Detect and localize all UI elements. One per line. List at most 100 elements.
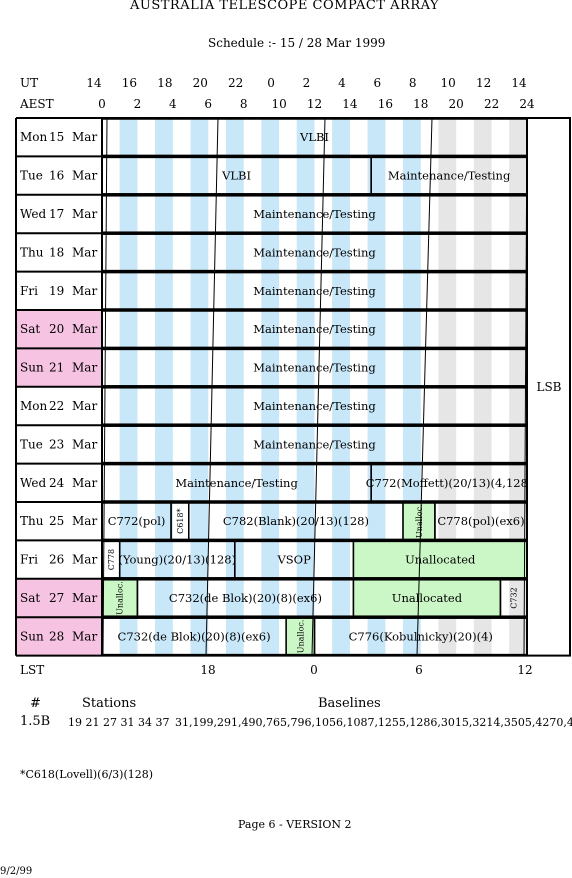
ut-tick: 10 (440, 76, 456, 90)
ut-tick: 8 (408, 76, 417, 90)
aest-tick: 10 (271, 97, 287, 111)
block-label: Maintenance/Testing (253, 284, 376, 298)
day-cell (16, 617, 102, 656)
block-label: C776(Kobulnicky)(20)(4) (349, 629, 493, 643)
ut-tick: 22 (228, 76, 244, 90)
unallocated-block (102, 579, 138, 617)
block-vertical-label: C732 (510, 587, 519, 608)
day-name: Sat (20, 591, 40, 605)
block-label: C782(Blank)(20/13)(128) (223, 514, 369, 528)
aest-tick: 0 (98, 97, 106, 111)
aest-tick: 4 (169, 97, 177, 111)
day-name: Mon (20, 130, 48, 144)
baselines-header: Baselines (318, 696, 381, 711)
block-label: VSOP (276, 553, 311, 567)
ut-tick: 20 (192, 76, 208, 90)
day-month: Mar (72, 399, 97, 413)
aest-axis-label: AEST (20, 97, 54, 111)
day-date: 27 (49, 591, 64, 605)
block-label: Maintenance/Testing (175, 476, 298, 490)
day-month: Mar (72, 629, 97, 643)
ut-tick: 2 (302, 76, 311, 90)
lst-tick: 18 (200, 663, 216, 677)
block-label: C778(pol)(ex6) (437, 514, 524, 528)
date-stamp: 9/2/99 (0, 866, 33, 877)
day-name: Thu (20, 245, 44, 259)
day-month: Mar (72, 207, 97, 221)
block-vertical-label: Unalloc. (415, 504, 424, 538)
day-month: Mar (72, 591, 97, 605)
day-cell (16, 233, 102, 272)
lst-line (205, 117, 219, 656)
day-month: Mar (72, 284, 97, 298)
aest-tick: 18 (413, 97, 429, 111)
block-label: Maintenance/Testing (253, 207, 376, 221)
day-name: Wed (20, 207, 46, 221)
lst-tick: 12 (517, 663, 533, 677)
stations-header: Stations (82, 696, 137, 711)
day-date: 17 (49, 207, 64, 221)
day-month: Mar (72, 361, 97, 375)
day-date: 26 (49, 553, 64, 567)
day-month: Mar (72, 514, 97, 528)
day-cell (16, 540, 102, 579)
baselines-cell: 31,199,291,490,765,796,1056,1087,1255,12… (175, 716, 572, 729)
day-name: Sat (20, 322, 40, 336)
aest-tick: 20 (448, 97, 464, 111)
unallocated-block (286, 618, 315, 655)
day-name: Wed (20, 476, 46, 490)
day-name: Sun (20, 361, 44, 375)
block-label: Maintenance/Testing (253, 361, 376, 375)
ut-tick: 16 (121, 76, 138, 90)
unallocated-block (403, 503, 435, 540)
day-date: 28 (49, 629, 64, 643)
day-month: Mar (72, 322, 97, 336)
ut-tick: 18 (157, 76, 173, 90)
block-label: (Young)(20/13)(128) (118, 553, 236, 567)
day-date: 22 (49, 399, 64, 413)
aest-tick: 24 (519, 97, 535, 111)
aest-tick: 6 (204, 97, 213, 111)
day-cell (16, 425, 102, 464)
day-cell (16, 118, 102, 157)
day-date: 19 (49, 284, 64, 298)
ut-tick: 6 (373, 76, 382, 90)
day-date: 16 (49, 169, 64, 183)
aest-tick: 8 (239, 97, 248, 111)
day-month: Mar (72, 130, 97, 144)
day-cell (16, 194, 102, 234)
day-month: Mar (72, 553, 97, 567)
day-cell (16, 156, 102, 195)
unallocated-block (353, 579, 501, 617)
block-label: C772(pol) (108, 514, 166, 528)
day-month: Mar (72, 169, 97, 183)
day-name: Fri (20, 284, 38, 298)
page-title: AUSTRALIA TELESCOPE COMPACT ARRAY (130, 0, 440, 13)
day-month: Mar (72, 437, 97, 451)
ut-tick: 4 (338, 76, 346, 90)
footnote: *C618(Lovell)(6/3)(128) (20, 768, 154, 781)
day-name: Tue (20, 437, 43, 451)
day-name: Fri (20, 553, 38, 567)
block-label: C732(de Blok)(20)(8)(ex6) (169, 591, 322, 605)
stations-hash-header: # (30, 696, 41, 711)
day-name: Thu (20, 514, 44, 528)
block-label: C772(Moffett)(20/13)(4,128) (366, 476, 533, 490)
day-cell (16, 463, 102, 502)
block-vertical-label: Unalloc. (296, 620, 305, 654)
block-label: VLBI (221, 169, 251, 183)
lst-tick: 6 (415, 663, 423, 677)
day-cell (16, 578, 102, 618)
aest-tick: 16 (377, 97, 393, 111)
aest-tick: 22 (483, 97, 500, 111)
block-label: Maintenance/Testing (253, 399, 376, 413)
day-date: 20 (49, 322, 64, 336)
side-label: LSB (536, 380, 561, 394)
day-cell (16, 310, 102, 349)
day-date: 25 (49, 514, 64, 528)
schedule-subtitle: Schedule :- 15 / 28 Mar 1999 (208, 36, 386, 50)
lst-line (311, 117, 326, 656)
block-vertical-label: C618* (176, 509, 185, 534)
lst-line (523, 117, 528, 656)
